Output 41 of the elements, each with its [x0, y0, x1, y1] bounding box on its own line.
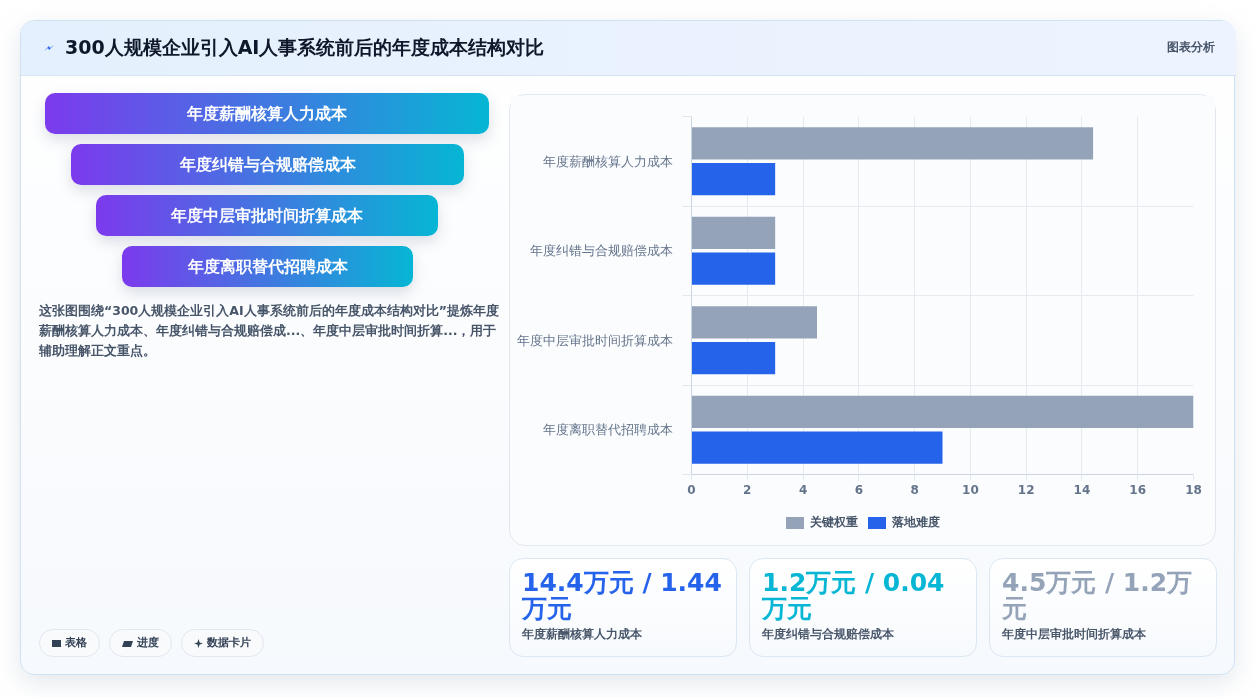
text: 4.5万元 / 1.2万元 [1002, 568, 1194, 623]
text: 进度 [109, 629, 172, 657]
legend-item: 落地难度 [867, 514, 940, 532]
bar [691, 216, 776, 249]
y-tick-label: 年度中层审批时间折算成本 [516, 332, 673, 348]
text: 300人规模企业引入AI人事系统前后的年度成本结构对比 [65, 35, 545, 61]
text: 这张图围绕“300人规模企业引入AI人事系统前后的年度成本结构对比”提炼年度薪酬核算人力成本、年度纠错与合规赔偿成...、年度中层审批时间折算...，用于辅助理解正文重点。 [39, 302, 500, 360]
category-label: 年度纠错与合规赔偿成本 [71, 144, 464, 185]
category-label: 年度中层审批时间折算成本 [96, 195, 438, 236]
bar [691, 163, 776, 196]
x-tick-label: 2 [743, 482, 752, 497]
x-tick-label: 0 [687, 482, 696, 497]
x-tick-label: 16 [1129, 482, 1147, 497]
text: 数据卡片 [181, 629, 264, 657]
category-label: 年度中层审批时间折算成本 [1002, 626, 1147, 643]
bar [691, 127, 1094, 160]
text: 1.2万元 / 0.04万元 [762, 568, 946, 623]
x-tick-label: 12 [1017, 482, 1035, 497]
y-tick-label: 年度纠错与合规赔偿成本 [529, 243, 673, 259]
text: 表格 [39, 629, 100, 657]
bar [691, 306, 817, 339]
x-tick-label: 14 [1073, 482, 1091, 497]
x-tick-label: 6 [854, 482, 864, 497]
legend-item: 关键权重 [785, 514, 858, 532]
x-tick-label: 10 [962, 482, 979, 497]
category-label: 年度离职替代招聘成本 [122, 246, 413, 287]
legend-label: 落地难度 [891, 514, 940, 531]
bar [691, 395, 1194, 428]
text: 14.4万元 / 1.44万元 [522, 568, 723, 623]
x-tick-label: 4 [798, 482, 808, 497]
x-tick-label: 18 [1185, 482, 1202, 497]
bar [691, 431, 943, 464]
bar [691, 252, 776, 285]
y-tick-label: 年度离职替代招聘成本 [542, 422, 673, 438]
legend-label: 关键权重 [809, 514, 858, 531]
bar [691, 342, 776, 375]
text: 图表分析 [1167, 39, 1215, 57]
category-label: 年度薪酬核算人力成本 [45, 93, 489, 134]
y-tick-label: 年度薪酬核算人力成本 [542, 153, 673, 169]
x-tick-label: 8 [910, 482, 919, 497]
category-label: 年度纠错与合规赔偿成本 [762, 626, 895, 643]
